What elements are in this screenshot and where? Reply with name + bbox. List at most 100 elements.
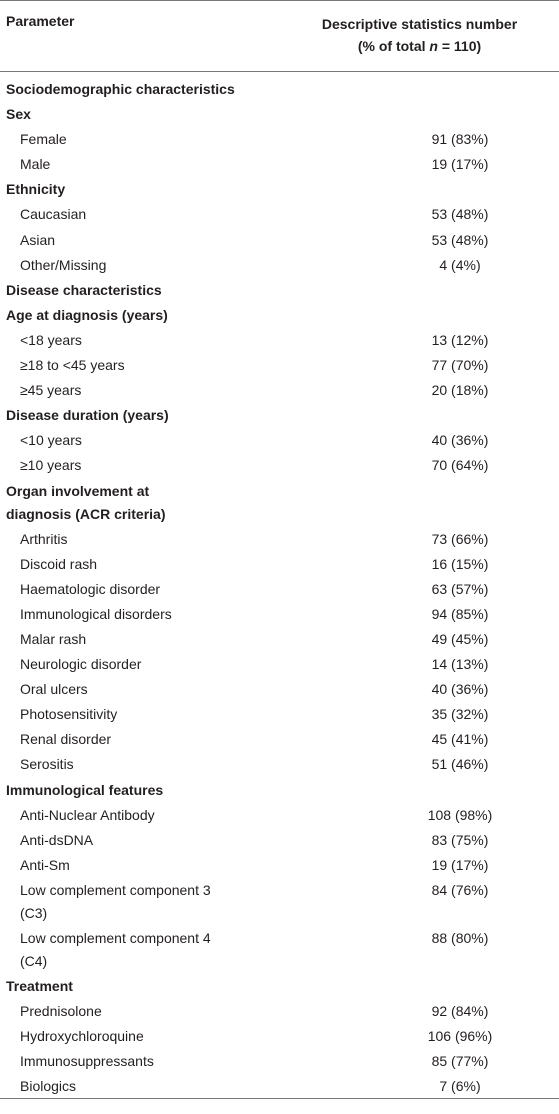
row-label: Serositis [20, 756, 74, 773]
table-row: Neurologic disorder 14 (13%) [0, 650, 559, 675]
row-value: 63 (57%) [431, 580, 489, 597]
row-label: Prednisolone [20, 1003, 102, 1020]
row-label: Renal disorder [20, 731, 112, 748]
row-value: 91 (83%) [431, 131, 489, 148]
row-label: ≥10 years [20, 457, 82, 474]
row-value: 92 (84%) [431, 1003, 489, 1020]
table-row: Photosensitivity 35 (32%) [0, 700, 559, 725]
table-row: Serositis 51 (46%) [0, 750, 559, 775]
header-text: (% of total n = 110) [300, 35, 539, 57]
row-label: Low complement component 3 (C3) [20, 879, 211, 925]
row-label: <18 years [20, 331, 82, 348]
row-label: Caucasian [20, 206, 87, 223]
row-label: Hydroxychloroquine [20, 1028, 144, 1045]
header-text: n [429, 38, 438, 54]
row-value: 83 (75%) [431, 831, 489, 848]
table-row: ≥10 years 70 (64%) [0, 451, 559, 476]
table-row: Other/Missing 4 (4%) [0, 251, 559, 276]
row-value: 70 (64%) [431, 457, 489, 474]
table-header: Parameter Descriptive statistics number … [0, 0, 559, 72]
label-line: (C4) [20, 953, 48, 969]
row-label: Other/Missing [20, 256, 107, 273]
row-value: 45 (41%) [431, 731, 489, 748]
row-label: Disease characteristics [6, 281, 162, 298]
row-label: Oral ulcers [20, 681, 88, 698]
row-value: 40 (36%) [431, 681, 489, 698]
row-label: ≥45 years [20, 382, 82, 399]
row-value: 20 (18%) [431, 382, 489, 399]
table-row: Discoid rash 16 (15%) [0, 550, 559, 575]
label-line: Organ involvement at [6, 482, 150, 499]
table-row: Organ involvement at diagnosis (ACR crite… [0, 477, 559, 525]
row-label: Immunological features [6, 781, 164, 798]
row-label: Anti-dsDNA [20, 831, 94, 848]
table-row: Caucasian 53 (48%) [0, 200, 559, 225]
table-row: Anti-dsDNA 83 (75%) [0, 826, 559, 851]
table-row: Renal disorder 45 (41%) [0, 725, 559, 750]
table-row: <18 years 13 (12%) [0, 326, 559, 351]
table-row: Arthritis 73 (66%) [0, 525, 559, 550]
row-value: 94 (85%) [431, 605, 489, 622]
row-label: ≥18 to <45 years [20, 357, 125, 374]
row-label: Organ involvement at diagnosis (ACR crite… [6, 480, 165, 526]
label-line: diagnosis (ACR criteria) [6, 505, 166, 522]
row-value: 51 (46%) [431, 756, 489, 773]
header-text: Descriptive statistics number [321, 16, 518, 32]
row-label: Arthritis [20, 530, 68, 547]
row-label: Female [20, 131, 67, 148]
row-value: 40 (36%) [431, 432, 489, 449]
row-value: 14 (13%) [431, 656, 489, 673]
table-row: Anti-Nuclear Antibody 108 (98%) [0, 801, 559, 826]
table-row: Male 19 (17%) [0, 150, 559, 175]
row-label: Anti-Sm [20, 856, 70, 873]
row-label: Immunological disorders [20, 605, 172, 622]
row-value: 53 (48%) [431, 231, 489, 248]
row-label: Treatment [6, 978, 73, 995]
table-row: Treatment [0, 972, 559, 997]
row-value: 77 (70%) [431, 357, 489, 374]
table-row: Immunological features [0, 776, 559, 801]
table-row: Ethnicity [0, 175, 559, 200]
table-row: Sex [0, 100, 559, 125]
row-label: Age at diagnosis (years) [6, 306, 168, 323]
row-value: 13 (12%) [431, 331, 489, 348]
row-value: 49 (45%) [431, 630, 489, 647]
row-label: Haematologic disorder [20, 580, 161, 597]
row-label: Disease duration (years) [6, 407, 169, 424]
row-value: 19 (17%) [431, 856, 489, 873]
row-value: 84 (76%) [431, 881, 489, 898]
table-row: Female 91 (83%) [0, 125, 559, 150]
table-row: Biologics 7 (6%) [0, 1072, 559, 1097]
label-line: Low complement component 3 [20, 881, 211, 898]
row-value: 53 (48%) [431, 206, 489, 223]
table-row: Low complement component 3 (C3) 84 (76%) [0, 876, 559, 924]
table-row: Anti-Sm 19 (17%) [0, 851, 559, 876]
header-text: = 110) [437, 38, 482, 54]
row-label: Sex [6, 106, 31, 123]
row-value: 85 (77%) [431, 1053, 489, 1070]
table-row: Oral ulcers 40 (36%) [0, 675, 559, 700]
label-line: (C3) [20, 904, 48, 921]
table-row: Low complement component 4 (C4) 88 (80%) [0, 924, 559, 972]
row-value: 19 (17%) [431, 156, 489, 173]
table-row: Disease characteristics [0, 276, 559, 301]
row-label: Asian [20, 231, 56, 248]
row-value: 16 (15%) [431, 555, 489, 572]
table-row: Age at diagnosis (years) [0, 301, 559, 326]
table-row: ≥18 to <45 years 77 (70%) [0, 351, 559, 376]
table-row: Immunological disorders 94 (85%) [0, 600, 559, 625]
table-row: Haematologic disorder 63 (57%) [0, 575, 559, 600]
row-value: 73 (66%) [431, 530, 489, 547]
table-row: Hydroxychloroquine 106 (96%) [0, 1022, 559, 1047]
table-row: Asian 53 (48%) [0, 226, 559, 251]
row-value: 108 (98%) [427, 806, 493, 823]
row-label: Sociodemographic characteristics [6, 81, 235, 97]
row-value: 35 (32%) [431, 706, 489, 723]
row-value: 7 (6%) [439, 1078, 481, 1095]
table-row: Disease duration (years) [0, 401, 559, 426]
row-value: 88 (80%) [431, 930, 489, 946]
row-label: Photosensitivity [20, 706, 118, 723]
table-body: Sociodemographic characteristics Sex Femal… [0, 75, 559, 1099]
row-label: Immunosuppressants [20, 1053, 154, 1070]
